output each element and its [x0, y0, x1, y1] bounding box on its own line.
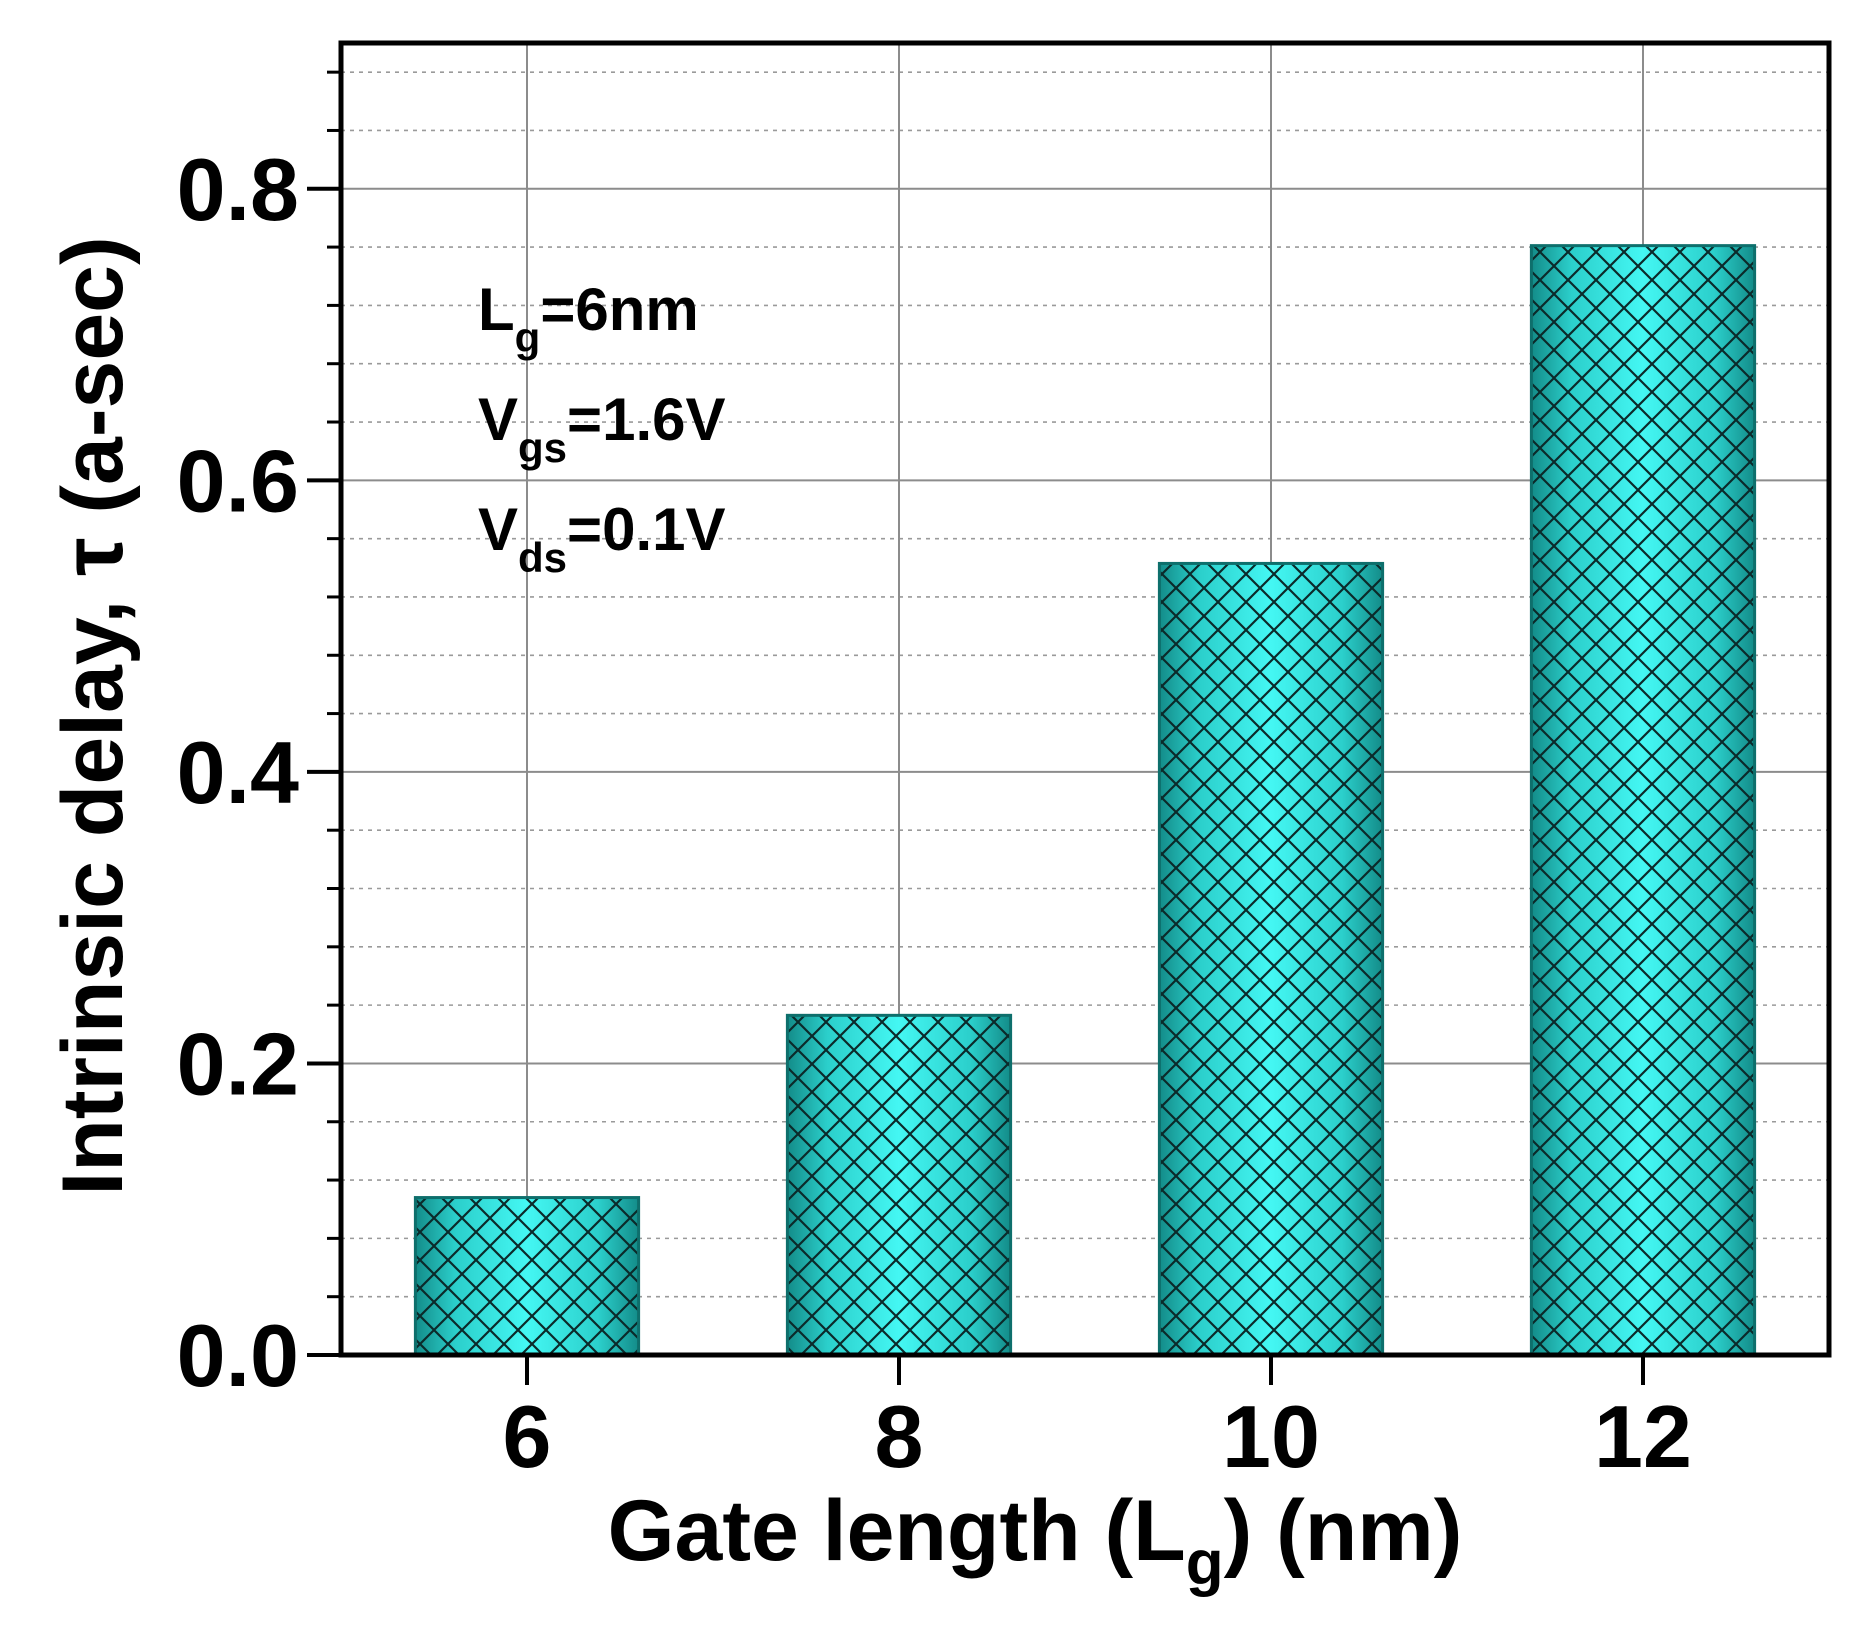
- bar-12: [1529, 244, 1757, 1357]
- x-tick-label: 8: [875, 1387, 924, 1486]
- bar-hatch: [787, 1015, 1011, 1355]
- x-tick-label: 6: [503, 1387, 552, 1486]
- x-axis: 6 8 10 12: [503, 1355, 1692, 1486]
- bar-6: [413, 1196, 641, 1357]
- y-tick-label: 0.0: [177, 1306, 299, 1405]
- annotation-line: Vds=0.1V: [478, 496, 726, 581]
- x-axis-title: Gate length (Lg) (nm): [608, 1483, 1463, 1598]
- y-axis-title: Intrinsic delay, τ (a-sec): [45, 236, 141, 1195]
- bar-8: [785, 1013, 1013, 1357]
- x-axis-title-subscript: g: [1186, 1529, 1224, 1598]
- bar-10: [1157, 561, 1385, 1357]
- bar-hatch: [415, 1197, 639, 1355]
- y-tick-label: 0.6: [177, 431, 299, 530]
- annotation-line: Lg=6nm: [478, 276, 699, 361]
- y-tick-label: 0.8: [177, 140, 299, 239]
- x-tick-label: 10: [1222, 1387, 1320, 1486]
- plot-frame: [338, 40, 1832, 1358]
- y-axis: 0.0 0.2 0.4 0.6 0.8: [177, 70, 341, 1405]
- annotation-block: Lg=6nm Vgs=1.6V Vds=0.1V: [478, 276, 726, 581]
- bars: [413, 244, 1757, 1357]
- bar-hatch: [1531, 245, 1755, 1355]
- x-tick-label: 12: [1594, 1387, 1692, 1486]
- bar-hatch: [1159, 563, 1383, 1355]
- annotation-line: Vgs=1.6V: [478, 386, 726, 471]
- y-tick-label: 0.4: [177, 723, 299, 822]
- y-tick-label: 0.2: [177, 1014, 299, 1113]
